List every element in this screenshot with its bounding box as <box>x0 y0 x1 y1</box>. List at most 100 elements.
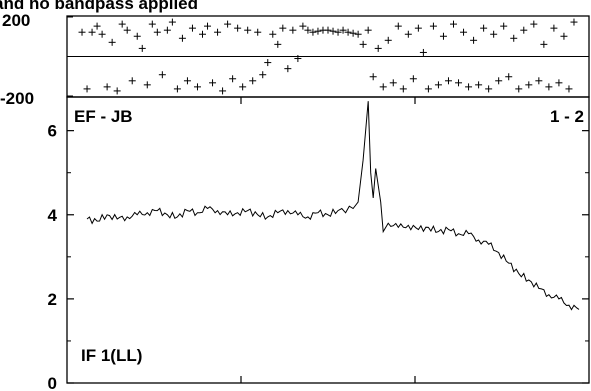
scatter-point <box>183 77 191 85</box>
scatter-point <box>123 26 131 34</box>
scatter-point <box>389 79 397 87</box>
scatter-point <box>394 22 402 30</box>
scatter-ytick-top: 200 <box>2 11 30 30</box>
scatter-point <box>103 83 111 91</box>
scatter-point <box>475 81 483 89</box>
scatter-point <box>439 32 447 40</box>
scatter-point <box>173 85 181 93</box>
scatter-point <box>339 26 347 34</box>
channel-label: 1 - 2 <box>550 107 584 126</box>
scatter-point <box>460 28 468 36</box>
scatter-point <box>138 44 146 52</box>
scatter-point <box>455 79 463 87</box>
scatter-point <box>259 71 267 79</box>
scatter-point <box>409 75 417 83</box>
scatter-point <box>555 79 563 87</box>
scatter-point <box>269 30 277 38</box>
scatter-point <box>108 38 116 46</box>
scatter-point <box>78 28 86 36</box>
scatter-point <box>384 36 392 44</box>
scatter-point <box>299 22 307 30</box>
scatter-ytick-bottom: -200 <box>0 89 34 108</box>
scatter-point <box>133 32 141 40</box>
scatter-point <box>344 28 352 36</box>
scatter-point <box>158 71 166 79</box>
scatter-point <box>364 26 372 34</box>
scatter-point <box>495 77 503 85</box>
scatter-point <box>254 28 262 36</box>
amplitude-spectrum-panel: EF - JB 1 - 2 IF 1(LL) 0 2 4 6 <box>48 96 590 391</box>
scatter-point <box>419 48 427 56</box>
phase-scatter-panel: 200 -200 <box>0 11 590 108</box>
scatter-point <box>500 22 508 30</box>
scatter-point <box>465 83 473 91</box>
scatter-point <box>414 24 422 32</box>
scatter-point <box>520 26 528 34</box>
scatter-point <box>490 30 498 38</box>
ytick-label: 6 <box>48 122 57 141</box>
scatter-point <box>249 77 257 85</box>
scatter-point <box>219 87 227 95</box>
scatter-point <box>374 44 382 52</box>
scatter-point <box>535 77 543 85</box>
ytick-label: 4 <box>48 206 58 225</box>
scatter-point <box>505 73 513 81</box>
scatter-point <box>128 77 136 85</box>
scatter-point <box>369 73 377 81</box>
scatter-point <box>274 40 282 48</box>
scatter-point <box>309 28 317 36</box>
scatter-point <box>560 32 568 40</box>
scatter-point <box>264 59 272 67</box>
scatter-point <box>565 85 573 93</box>
scatter-point <box>289 26 297 34</box>
scatter-point <box>424 85 432 93</box>
scatter-point <box>314 27 322 35</box>
scatter-point <box>148 20 156 28</box>
scatter-point <box>209 79 217 87</box>
scatter-point <box>118 20 126 28</box>
spectrum-frame <box>66 96 590 384</box>
scatter-point <box>143 81 151 89</box>
scatter-point <box>98 30 106 38</box>
scatter-point <box>450 20 457 28</box>
spectrum-series-line <box>86 101 580 311</box>
scatter-point <box>530 20 538 28</box>
scatter-point <box>178 34 186 42</box>
scatter-point <box>470 36 478 44</box>
scatter-point <box>545 83 553 91</box>
scatter-point <box>540 40 548 48</box>
scatter-point <box>334 28 342 36</box>
scatter-point <box>444 77 452 85</box>
ytick-label: 0 <box>48 374 57 391</box>
scatter-point <box>188 24 196 32</box>
scatter-point <box>329 27 337 35</box>
scatter-point <box>324 26 332 34</box>
scatter-point <box>244 26 252 34</box>
scatter-point <box>359 40 367 48</box>
scatter-point <box>113 87 121 95</box>
scatter-point <box>199 30 206 38</box>
scatter-point <box>229 75 237 83</box>
scatter-point <box>550 24 558 32</box>
scatter-point <box>204 22 212 30</box>
scatter-point <box>234 24 242 32</box>
chart-title: and no bandpass applied <box>0 0 198 13</box>
scatter-point <box>354 30 362 38</box>
scatter-point <box>404 30 412 38</box>
ytick-label: 2 <box>48 290 57 309</box>
scatter-point <box>525 81 533 89</box>
baseline-label: EF - JB <box>74 107 133 126</box>
scatter-point <box>168 18 176 26</box>
scatter-point <box>284 65 292 73</box>
scatter-point <box>379 83 387 91</box>
scatter-point <box>515 85 523 93</box>
scatter-point <box>429 22 437 30</box>
scatter-point <box>163 26 171 34</box>
scatter-point <box>480 24 488 32</box>
scatter-point <box>399 85 407 93</box>
scatter-point <box>349 29 357 37</box>
scatter-point <box>83 85 91 93</box>
scatter-point <box>153 28 161 36</box>
scatter-point <box>510 34 518 42</box>
